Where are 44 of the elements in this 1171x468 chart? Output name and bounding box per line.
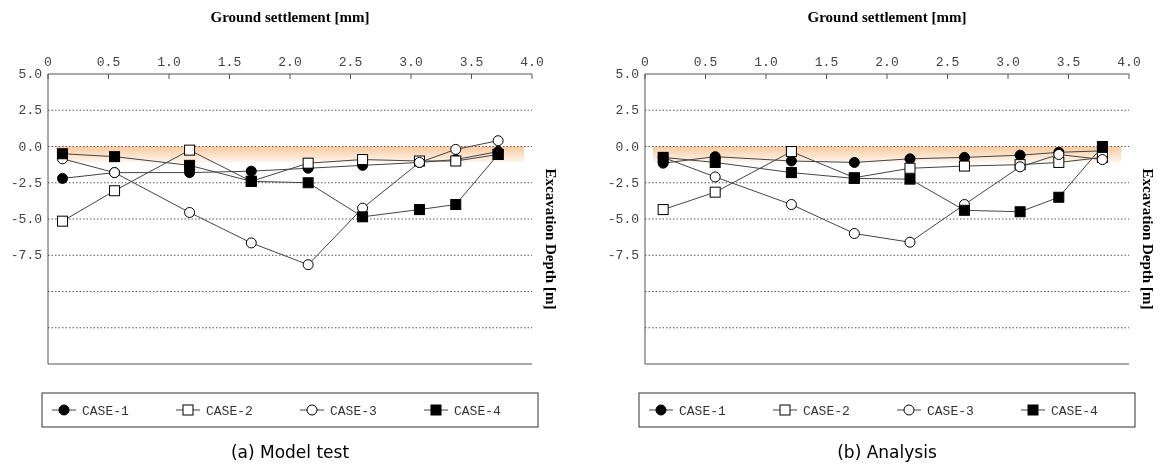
x-tick-label: 0	[44, 55, 52, 70]
y-tick-label: 0.0	[18, 139, 42, 155]
x-tick-label: 3.0	[996, 55, 1020, 70]
x-tick-label: 2.0	[875, 55, 899, 70]
x-tick-label: 1.0	[157, 55, 181, 70]
x-axis-title: Ground settlement [mm]	[807, 9, 967, 25]
x-tick-label: 3.5	[459, 55, 484, 70]
x-tick-label: 1.5	[814, 55, 839, 70]
x-tick-label: 0.5	[96, 55, 121, 70]
x-tick-label: 2.5	[935, 55, 960, 70]
legend-label: CASE-3	[927, 404, 974, 419]
x-tick-label: 0.5	[693, 55, 718, 70]
legend-label: CASE-2	[803, 404, 850, 419]
x-tick-label: 2.0	[278, 55, 302, 70]
x-tick-label: 3.0	[399, 55, 423, 70]
y-tick-label: -2.5	[10, 175, 42, 191]
legend-label: CASE-1	[82, 404, 130, 419]
legend-label: CASE-1	[679, 404, 727, 419]
text: (a) Model test	[230, 442, 350, 462]
x-axis-title: Ground settlement [mm]	[210, 9, 370, 25]
x-tick-label: 1.5	[217, 55, 242, 70]
y-axis-title: Excavation Depth [m]	[1140, 168, 1156, 310]
y-tick-label: -7.5	[10, 248, 42, 264]
x-tick-label: 4.0	[1117, 55, 1141, 70]
legend-label: CASE-4	[1051, 404, 1099, 419]
x-tick-label: 1.0	[754, 55, 778, 70]
y-tick-label: 5.0	[615, 67, 639, 82]
y-tick-label: -5.0	[607, 212, 639, 227]
y-tick-label: 2.5	[615, 103, 639, 119]
text: (b) Analysis	[837, 442, 937, 462]
y-tick-label: 0.0	[615, 139, 639, 155]
y-tick-label: -7.5	[607, 248, 639, 264]
y-tick-label: 5.0	[18, 67, 42, 82]
y-tick-label: -5.0	[10, 212, 42, 227]
legend-label: CASE-2	[206, 404, 253, 419]
y-axis-title: Excavation Depth [m]	[543, 168, 559, 310]
x-tick-label: 2.5	[338, 55, 363, 70]
y-tick-label: 2.5	[18, 103, 42, 119]
x-tick-label: 3.5	[1056, 55, 1081, 70]
x-tick-label: 0	[641, 55, 649, 70]
legend-label: CASE-4	[454, 404, 502, 419]
x-tick-label: 4.0	[520, 55, 544, 70]
y-tick-label: -2.5	[607, 175, 639, 191]
legend-label: CASE-3	[330, 404, 377, 419]
